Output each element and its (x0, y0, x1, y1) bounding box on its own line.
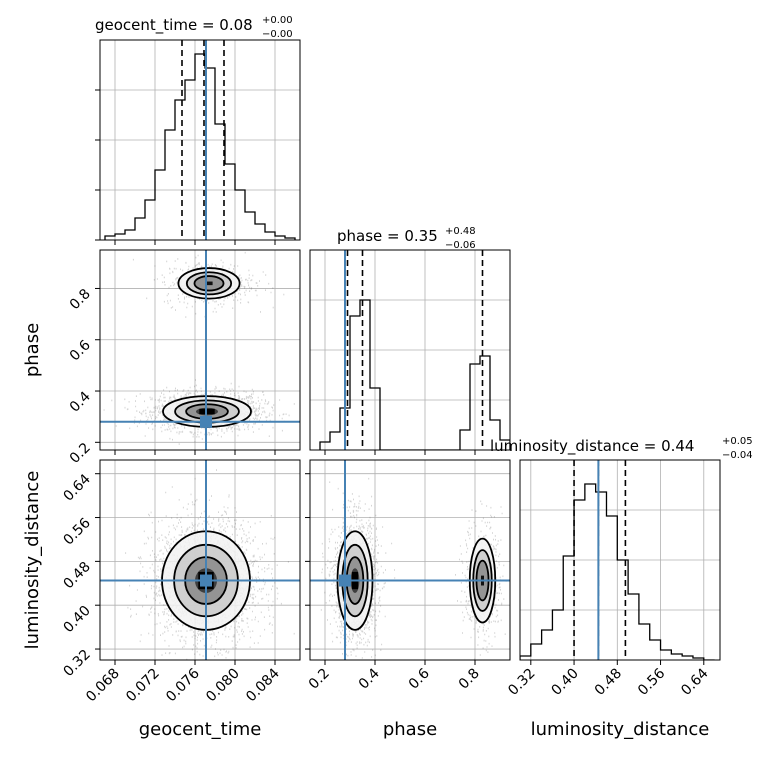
truth-marker (200, 415, 212, 428)
x-tick-label: 0.080 (203, 666, 243, 706)
scatter-frame (309, 459, 511, 661)
title-phase-minus: −0.06 (445, 240, 476, 251)
scatter-panel-s1 (100, 460, 300, 660)
x-tick-label: 0.48 (592, 666, 625, 699)
histogram-panel-geocent-time (100, 40, 300, 240)
panels-layer: 0.32 0.40 0.48 0.56 0.640.20.40.60.80.320.40… (60, 39, 721, 706)
title-phase-plus: +0.48 (445, 226, 476, 237)
histogram-step (520, 483, 715, 660)
xlabel-luminosity-distance: luminosity_distance (531, 719, 710, 740)
y-tick-label: 0.56 (60, 515, 93, 548)
scatter-panel-s0 (100, 250, 300, 450)
x-tick-label: 0.2 (306, 666, 333, 693)
x-tick-label: 0.64 (678, 665, 711, 698)
title-phase: phase = 0.35 (337, 227, 438, 245)
contour-line (177, 267, 241, 300)
scatter-panel-s2 (310, 460, 510, 660)
histogram-panel-luminosity-distance (520, 460, 720, 660)
x-tick-label: 0.40 (549, 666, 582, 699)
title-geocent-time-plus: +0.00 (262, 15, 293, 26)
y-tick-label: 0.2 (67, 440, 94, 467)
histogram-panel-phase (310, 250, 510, 450)
x-tick-label: 0.56 (635, 665, 668, 698)
title-geocent-time-minus: −0.00 (262, 29, 293, 40)
y-tick-label: 0.8 (67, 286, 94, 313)
title-luminosity-distance-plus: +0.05 (722, 436, 753, 447)
ylabel-phase: phase (22, 323, 43, 377)
x-tick-label: 0.6 (406, 665, 433, 692)
title-geocent-time: geocent_time = 0.08 (95, 16, 253, 35)
histogram-step (319, 299, 510, 450)
scatter-frame (99, 459, 301, 661)
xlabel-phase: phase (383, 719, 437, 740)
scatter-frame (99, 249, 301, 451)
y-tick-label: 0.64 (60, 471, 93, 504)
x-tick-label: 0.068 (83, 666, 123, 706)
x-tick-label: 0.32 (505, 666, 538, 699)
y-tick-label: 0.48 (60, 559, 93, 592)
truth-marker (339, 574, 351, 587)
histogram-step (104, 53, 296, 240)
histogram-frame (309, 249, 511, 451)
y-tick-label: 0.4 (67, 388, 94, 415)
y-tick-label: 0.40 (60, 603, 93, 636)
x-tick-label: 0.8 (456, 666, 483, 693)
y-tick-label: 0.32 (60, 647, 93, 680)
x-tick-label: 0.084 (243, 665, 283, 705)
x-tick-label: 0.4 (356, 665, 383, 692)
x-tick-label: 0.076 (163, 665, 203, 705)
histogram-frame (519, 459, 721, 661)
y-tick-label: 0.6 (67, 337, 94, 364)
title-luminosity-distance-minus: −0.04 (722, 450, 753, 461)
x-tick-label: 0.072 (123, 666, 163, 706)
title-luminosity-distance: luminosity_distance = 0.44 (490, 437, 694, 456)
contour-line (193, 275, 225, 292)
truth-marker (200, 574, 212, 587)
density-core (205, 281, 213, 286)
xlabel-geocent-time: geocent_time (139, 719, 262, 740)
ylabel-luminosity-distance: luminosity_distance (22, 471, 43, 650)
contour-line (185, 271, 233, 296)
